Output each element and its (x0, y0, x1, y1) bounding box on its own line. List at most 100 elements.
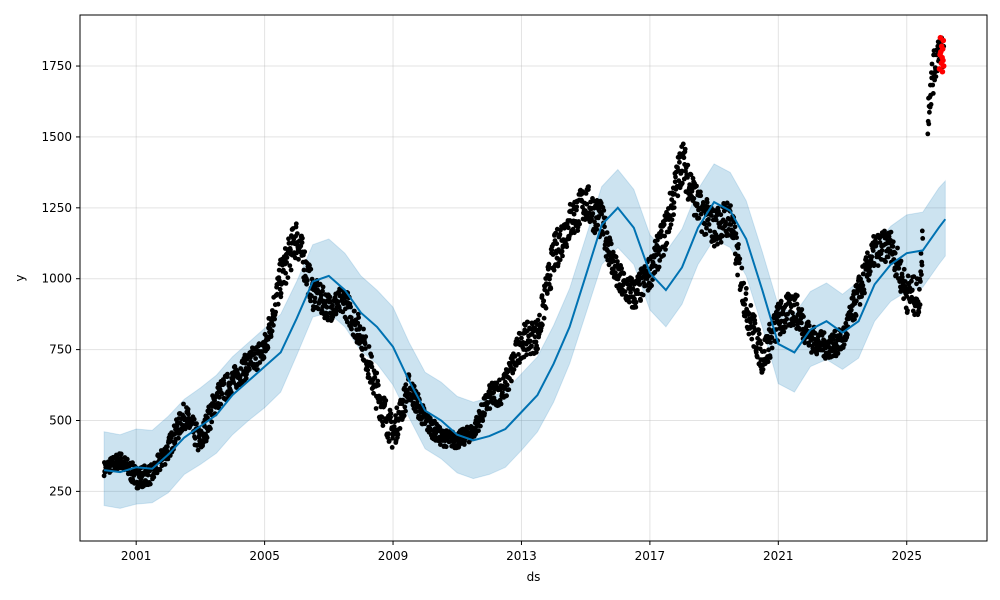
observed-point (535, 346, 540, 352)
observed-point (664, 240, 670, 246)
highlight-points-group (936, 34, 947, 75)
observed-point (373, 406, 379, 411)
observed-point (304, 278, 310, 283)
observed-point (165, 456, 171, 462)
y-tick-label: 1750 (41, 59, 72, 73)
observed-point (698, 189, 703, 195)
observed-point (640, 292, 646, 298)
observed-point (157, 467, 163, 473)
observed-point (118, 451, 124, 457)
observed-point (487, 406, 493, 411)
observed-point (703, 231, 709, 237)
observed-point (595, 201, 600, 207)
observed-point (649, 283, 654, 288)
observed-point (606, 250, 612, 255)
observed-point (895, 245, 900, 251)
observed-point (389, 445, 395, 450)
x-axis: 2001 2005 2009 2013 2017 2021 2025 (121, 541, 922, 563)
observed-point (860, 283, 866, 288)
observed-point (363, 346, 368, 351)
observed-point (919, 262, 925, 268)
observed-point (165, 444, 170, 450)
observed-point (767, 355, 773, 360)
observed-point (857, 302, 863, 307)
observed-point (320, 284, 326, 290)
observed-point (737, 256, 743, 262)
observed-point (905, 273, 911, 279)
observed-point (736, 260, 742, 266)
observed-point (661, 252, 666, 258)
observed-point (525, 319, 530, 325)
observed-point (735, 272, 740, 278)
observed-point (852, 316, 857, 322)
observed-point (185, 406, 191, 412)
x-tick-label: 2009 (378, 549, 409, 563)
observed-point (278, 290, 284, 296)
observed-point (667, 225, 673, 231)
observed-point (633, 299, 639, 305)
observed-point (283, 281, 289, 286)
observed-point (715, 241, 720, 247)
observed-point (756, 331, 762, 337)
observed-point (402, 404, 408, 410)
observed-point (628, 290, 633, 295)
observed-point (304, 281, 309, 287)
observed-point (917, 302, 923, 308)
observed-point (928, 102, 934, 107)
observed-point (754, 345, 759, 350)
observed-point (527, 338, 533, 344)
observed-point (574, 204, 580, 210)
observed-point (742, 302, 748, 307)
y-tick-label: 500 (49, 413, 72, 427)
observed-point (926, 121, 932, 127)
observed-point (151, 474, 157, 480)
observed-point (209, 419, 215, 425)
observed-point (688, 172, 694, 178)
observed-point (320, 288, 325, 294)
x-tick-label: 2017 (635, 549, 666, 563)
observed-point (599, 211, 604, 217)
observed-point (749, 336, 755, 342)
observed-point (927, 109, 932, 115)
observed-point (743, 286, 749, 291)
observed-point (794, 293, 800, 299)
observed-point (726, 232, 731, 238)
observed-point (853, 313, 859, 318)
observed-point (375, 382, 381, 388)
observed-point (694, 183, 699, 189)
x-axis-label: ds (527, 570, 541, 584)
observed-point (355, 311, 361, 317)
observed-point (892, 250, 898, 256)
observed-point (225, 371, 230, 377)
observed-point (698, 193, 704, 199)
observed-point (626, 299, 632, 305)
observed-point (375, 378, 381, 384)
observed-point (299, 240, 305, 246)
observed-point (554, 241, 560, 247)
observed-point (919, 272, 924, 277)
observed-point (671, 200, 677, 205)
y-tick-label: 1250 (41, 201, 72, 215)
observed-point (277, 278, 282, 284)
forecast-line-group (103, 200, 947, 474)
observed-point (243, 375, 249, 381)
observed-point (673, 174, 678, 180)
observed-point (675, 193, 681, 199)
observed-point (743, 297, 748, 302)
observed-point (655, 237, 660, 243)
observed-point (544, 291, 550, 296)
observed-point (930, 82, 936, 88)
highlight-point (940, 63, 947, 69)
observed-point (192, 435, 198, 441)
observed-point (363, 334, 369, 340)
observed-point (590, 211, 596, 216)
observed-point (672, 179, 678, 185)
observed-point (586, 184, 591, 190)
observed-point (135, 485, 141, 491)
observed-point (687, 182, 693, 188)
observed-point (509, 378, 514, 384)
observed-point (929, 61, 935, 67)
observed-point (512, 353, 518, 359)
observed-point (885, 254, 891, 260)
